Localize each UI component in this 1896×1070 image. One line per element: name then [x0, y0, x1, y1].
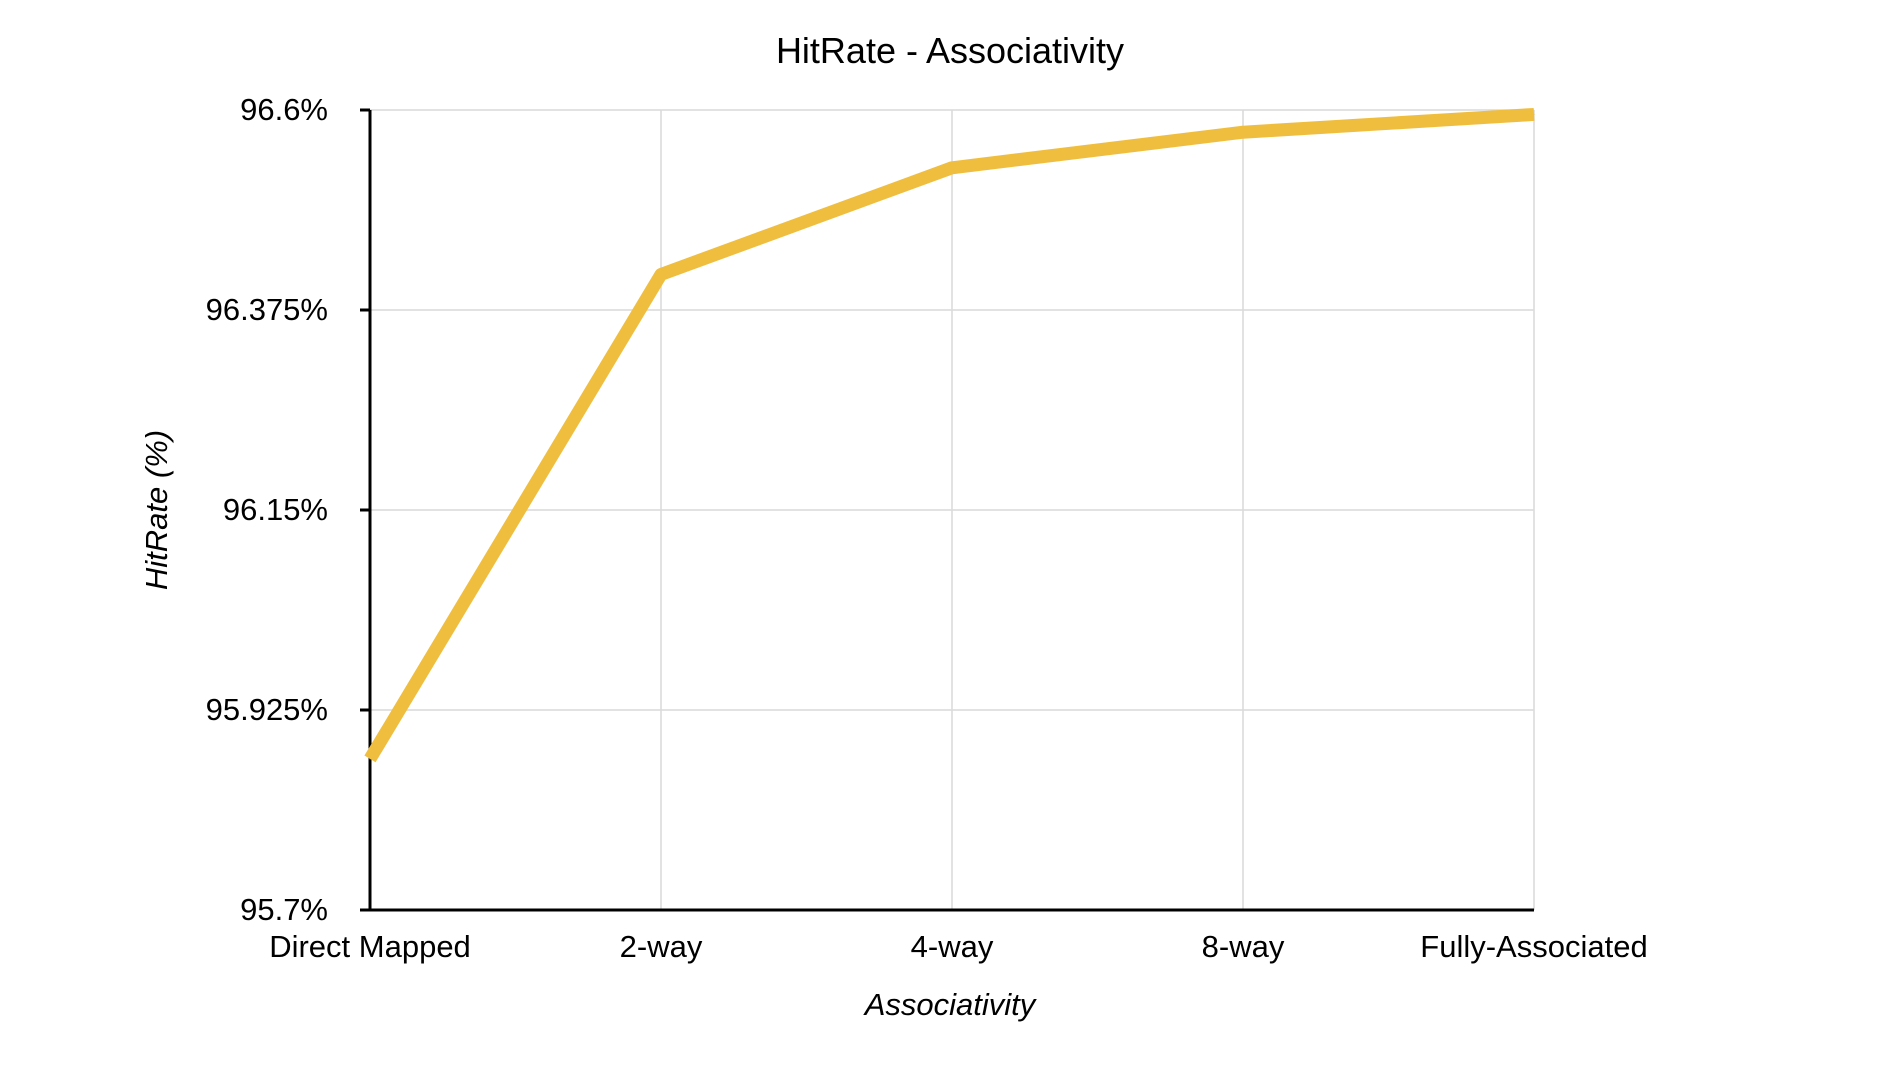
series	[364, 107, 1535, 763]
data-point	[1533, 113, 1535, 115]
x-tick-label: 8-way	[1202, 929, 1285, 964]
x-tick-label: Fully-Associated	[1420, 929, 1647, 964]
data-point	[1242, 131, 1244, 133]
y-tick-label: 96.15%	[223, 492, 328, 527]
x-tick-label: 2-way	[620, 929, 703, 964]
chart-title: HitRate - Associativity	[776, 30, 1124, 71]
x-axis-label: Associativity	[863, 987, 1038, 1022]
y-tick-label: 96.6%	[240, 92, 328, 127]
x-tick-label: 4-way	[911, 929, 994, 964]
y-tick-label: 95.925%	[206, 692, 328, 727]
y-axis-label: HitRate (%)	[139, 430, 174, 590]
x-tick-label: Direct Mapped	[269, 929, 471, 964]
data-point	[369, 758, 371, 760]
y-tick-label: 95.7%	[240, 892, 328, 927]
grid	[370, 109, 1535, 910]
y-axis-ticks: 95.7% 95.925% 96.15% 96.375% 96.6%	[206, 92, 370, 927]
data-point	[951, 167, 953, 169]
y-tick-label: 96.375%	[206, 292, 328, 327]
x-axis-ticks: Direct Mapped 2-way 4-way 8-way Fully-Associ…	[269, 929, 1648, 964]
data-point	[660, 273, 662, 275]
